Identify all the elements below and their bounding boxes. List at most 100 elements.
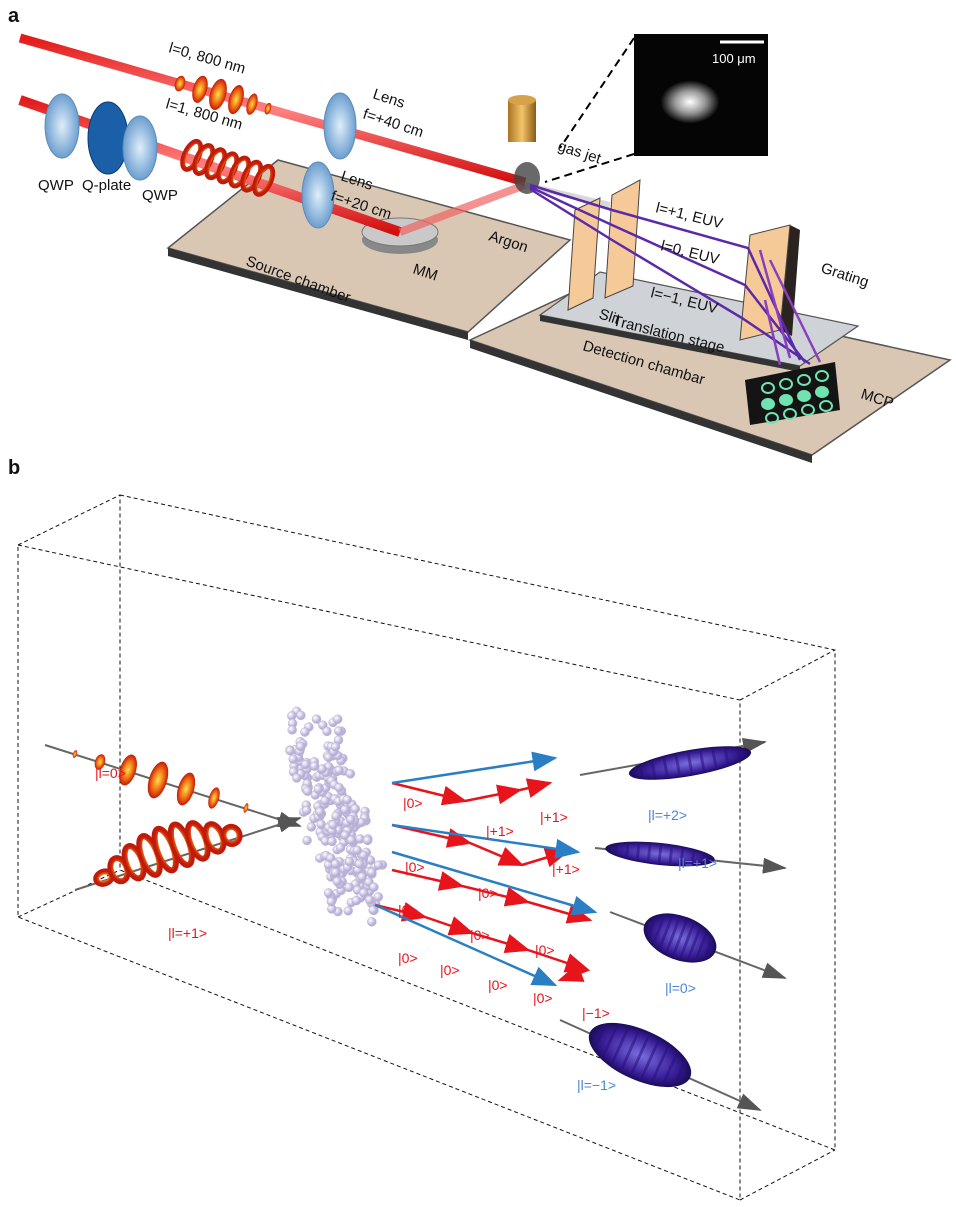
atom	[326, 896, 337, 907]
nozzle	[508, 100, 536, 142]
pulse	[176, 772, 196, 806]
output-label: |l=+2>	[648, 807, 687, 823]
path-label: |+1>	[486, 823, 514, 839]
pulse-ring	[665, 915, 681, 956]
pulse-ring	[736, 746, 741, 762]
pulse	[208, 787, 220, 809]
atom	[363, 835, 373, 846]
pulse-ring	[652, 913, 666, 947]
blue-arrow	[391, 823, 581, 859]
pulse-ring	[658, 843, 662, 865]
atom	[306, 822, 317, 832]
euv-ray	[529, 185, 806, 363]
pulse-ring	[711, 746, 717, 771]
inset-line	[559, 37, 635, 149]
mcp-dot	[797, 390, 811, 402]
atom	[334, 765, 344, 775]
path-label: |0>	[440, 962, 460, 978]
atom	[309, 761, 320, 771]
atom	[354, 859, 365, 869]
atom-cloud	[285, 706, 388, 927]
pulse	[147, 761, 169, 799]
arrows	[374, 751, 598, 987]
red-arrow	[461, 884, 531, 907]
atom	[302, 805, 312, 816]
pulse-ring	[669, 844, 673, 866]
beam-label: l=0, 800 nm	[167, 40, 247, 78]
mcp-dot	[819, 400, 833, 412]
pulse-ring	[672, 917, 688, 959]
atom	[296, 741, 306, 752]
atom	[335, 843, 346, 853]
pulse-ring	[691, 848, 695, 867]
blue-arrow	[374, 903, 558, 987]
atom	[302, 786, 313, 796]
atom	[367, 917, 377, 927]
pulse-ring	[702, 852, 706, 866]
box	[17, 494, 836, 1201]
euv-ray	[758, 249, 822, 366]
pulse-ring	[593, 1023, 607, 1051]
pulse-ring	[614, 842, 618, 856]
pulse-ring	[679, 920, 695, 961]
pulse-ring	[636, 841, 640, 862]
optic-label: Q-plate	[82, 177, 131, 194]
atom	[330, 859, 341, 869]
atom	[346, 835, 357, 845]
atom	[315, 807, 325, 817]
mcp-dot	[765, 412, 779, 424]
path-label: |−1>	[582, 1005, 610, 1021]
pulse-ring	[639, 764, 644, 780]
atom	[331, 811, 341, 821]
path-label: |0>	[398, 950, 418, 966]
plate-edge	[540, 315, 800, 372]
input-label: |l=0>	[95, 765, 126, 781]
lens	[301, 161, 335, 229]
blue-arrow	[391, 850, 598, 916]
mcp-dot	[761, 382, 775, 394]
pulse-ring	[601, 1023, 619, 1060]
atom	[345, 769, 356, 779]
atom	[323, 888, 334, 898]
atom	[340, 805, 350, 815]
red-arrow	[391, 868, 465, 891]
atom	[358, 850, 369, 860]
atom	[333, 726, 344, 736]
pulse-ring	[639, 1037, 661, 1082]
red-arrow	[464, 784, 523, 805]
pulse	[220, 823, 243, 847]
red-arrow	[469, 841, 525, 867]
slit-plate	[567, 197, 601, 311]
red-arrow	[471, 931, 531, 954]
plate-edge	[168, 248, 468, 340]
pulse-ring	[658, 913, 674, 952]
mcp-dot	[779, 394, 793, 406]
pulse-ring	[629, 1032, 651, 1078]
output-label: |l=0>	[665, 980, 696, 996]
pulse-ring	[610, 1025, 630, 1067]
red-arrow	[374, 902, 428, 922]
atom	[352, 845, 362, 855]
mcp-dot	[797, 374, 811, 386]
qwp	[122, 115, 158, 181]
pulse-ring	[663, 755, 669, 780]
qwp	[44, 93, 80, 159]
pulses	[174, 75, 276, 197]
atom	[311, 714, 322, 724]
gas-jet-label: gas jet	[556, 138, 604, 168]
panel-b: b |l=0> |l=+1> |0> |+1> |+1> |0> |0> |+1…	[8, 457, 836, 1201]
panel-label: b	[8, 457, 20, 479]
red-arrow	[519, 778, 553, 798]
beam	[398, 181, 527, 236]
pulse-ring	[694, 929, 708, 963]
pulse	[252, 163, 276, 197]
pulses	[72, 750, 249, 887]
pulse-ring	[651, 759, 656, 780]
optic-label: QWP	[142, 187, 178, 204]
input-beam	[44, 744, 302, 827]
mcp-dot	[761, 398, 775, 410]
pulse-ring	[619, 1028, 641, 1073]
grating-label: Grating	[819, 260, 871, 291]
atom	[302, 835, 312, 846]
mcp-dots	[761, 370, 833, 424]
